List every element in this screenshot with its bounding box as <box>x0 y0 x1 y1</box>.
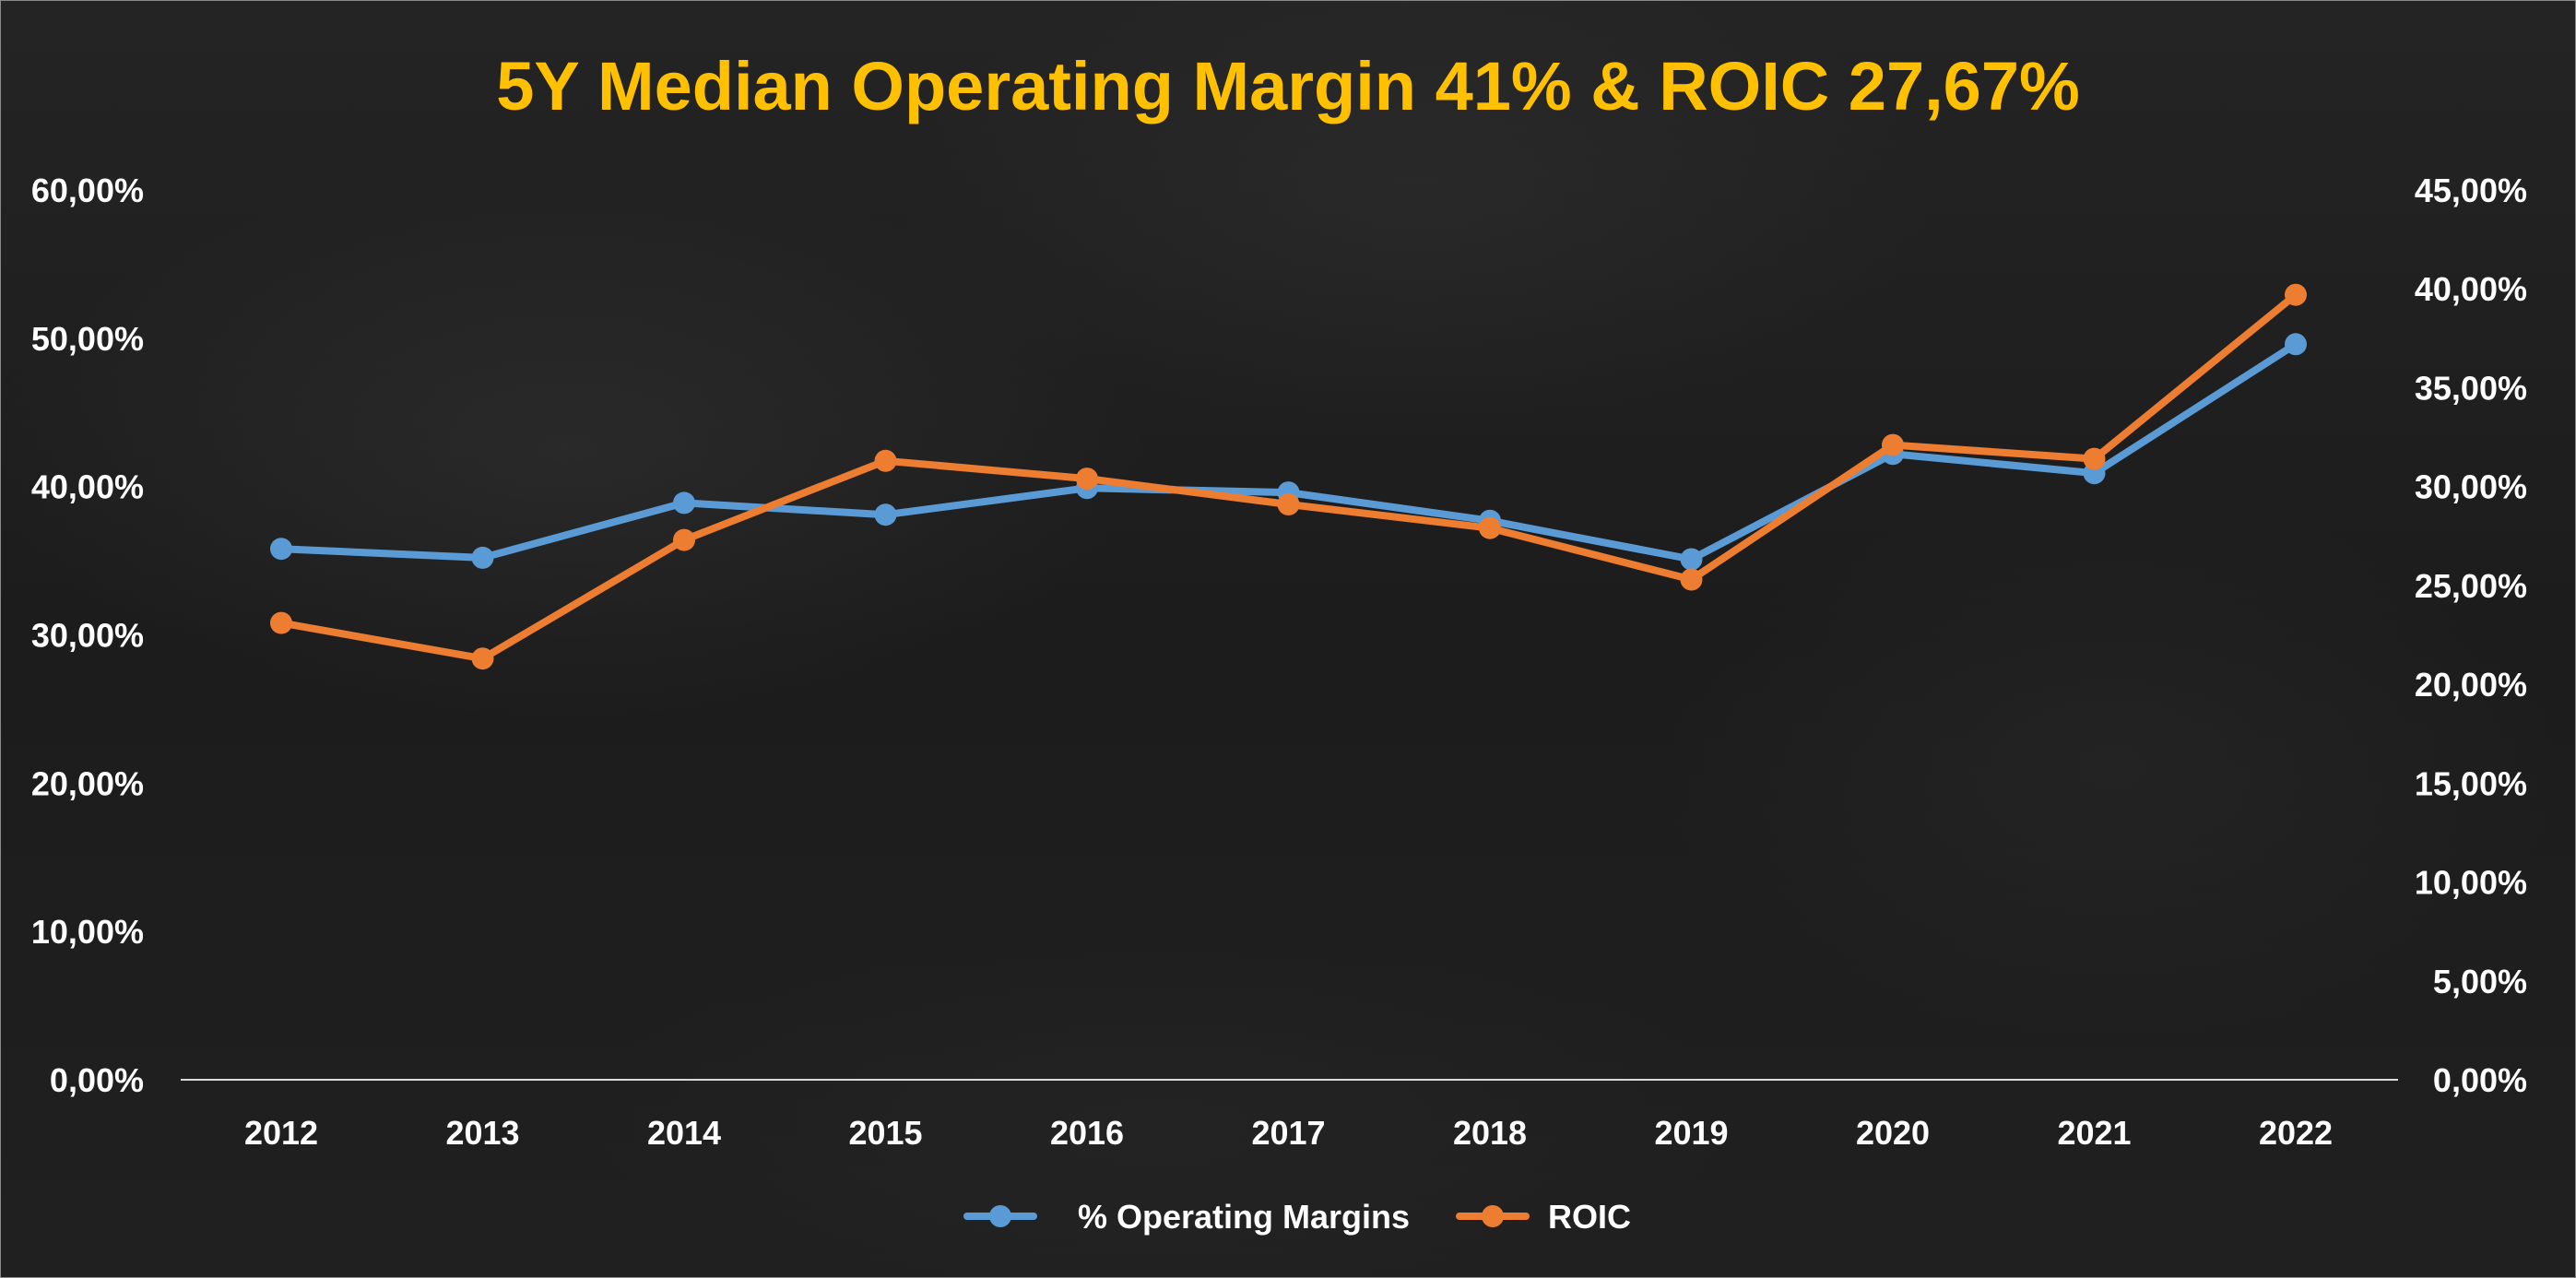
data-point-roic-2019 <box>1680 568 1703 591</box>
legend-item-operating-margins[interactable]: % Operating Margins <box>963 1198 1410 1236</box>
data-point-roic-2018 <box>1479 516 1501 539</box>
right-axis-tick-label: 45,00% <box>2415 172 2527 209</box>
right-axis-tick-label: 10,00% <box>2415 864 2527 902</box>
left-axis-tick-label: 30,00% <box>31 617 144 655</box>
right-axis-tick-label: 20,00% <box>2415 666 2527 704</box>
left-axis-tick-label: 50,00% <box>31 320 144 358</box>
data-point-roic-2015 <box>874 449 897 472</box>
data-point-operating-margins-2012 <box>270 538 292 561</box>
legend-label: % Operating Margins <box>1078 1198 1410 1236</box>
data-point-operating-margins-2013 <box>471 546 494 569</box>
x-axis-tick-label: 2017 <box>1251 1114 1325 1152</box>
x-axis-tick-label: 2015 <box>848 1114 922 1152</box>
left-axis-tick-label: 10,00% <box>31 913 144 951</box>
right-axis-tick-label: 15,00% <box>2415 764 2527 802</box>
legend-swatch-marker <box>989 1205 1011 1227</box>
right-axis-tick-label: 30,00% <box>2415 468 2527 506</box>
right-axis-tick-label: 5,00% <box>2433 963 2527 1000</box>
left-axis-tick-label: 20,00% <box>31 764 144 802</box>
legend-label: ROIC <box>1548 1198 1631 1236</box>
legend-swatch-marker <box>1482 1205 1504 1227</box>
data-point-roic-2021 <box>2083 447 2106 470</box>
data-point-roic-2012 <box>270 611 292 634</box>
data-point-roic-2017 <box>1277 493 1300 515</box>
data-point-operating-margins-2014 <box>673 491 695 515</box>
series-layer <box>270 283 2307 670</box>
x-axis-tick-label: 2013 <box>445 1114 519 1152</box>
x-axis-tick-label: 2019 <box>1654 1114 1728 1152</box>
data-point-roic-2016 <box>1076 467 1098 491</box>
series-line-roic <box>278 290 2299 663</box>
data-point-roic-2014 <box>673 528 695 551</box>
x-axis-tick-label: 2020 <box>1856 1114 1930 1152</box>
x-axis-tick-label: 2021 <box>2057 1114 2131 1152</box>
x-axis-tick-label: 2022 <box>2259 1114 2333 1152</box>
x-axis-tick-label: 2014 <box>647 1114 721 1152</box>
legend: % Operating Margins ROIC <box>963 1198 1631 1236</box>
right-axis-tick-label: 40,00% <box>2415 270 2527 308</box>
x-axis: 2012 2013 2014 2015 2016 2017 2018 2019 2020 2021… <box>244 1114 2333 1152</box>
legend-item-roic[interactable]: ROIC <box>1456 1198 1631 1236</box>
left-y-axis: 0,00% 10,00% 20,00% 30,00% 40,00% 50,00% 60,00… <box>31 172 144 1099</box>
left-axis-tick-label: 60,00% <box>31 172 144 209</box>
data-point-roic-2022 <box>2285 283 2307 306</box>
x-axis-tick-label: 2018 <box>1453 1114 1527 1152</box>
data-point-operating-margins-2019 <box>1680 548 1703 571</box>
x-axis-tick-label: 2016 <box>1050 1114 1124 1152</box>
right-axis-tick-label: 35,00% <box>2415 369 2527 407</box>
right-y-axis: 0,00% 5,00% 10,00% 15,00% 20,00% 25,00% 30,00%… <box>2415 172 2527 1099</box>
left-axis-tick-label: 0,00% <box>50 1061 144 1099</box>
right-axis-tick-label: 0,00% <box>2433 1061 2527 1099</box>
left-axis-tick-label: 40,00% <box>31 468 144 506</box>
data-point-roic-2020 <box>1882 433 1904 456</box>
chart-title: 5Y Median Operating Margin 41% & ROIC 27… <box>496 48 2080 124</box>
x-axis-tick-label: 2012 <box>244 1114 318 1152</box>
data-point-operating-margins-2022 <box>2285 333 2307 356</box>
data-point-operating-margins-2015 <box>874 503 897 527</box>
right-axis-tick-label: 25,00% <box>2415 567 2527 605</box>
data-point-roic-2013 <box>471 647 494 670</box>
